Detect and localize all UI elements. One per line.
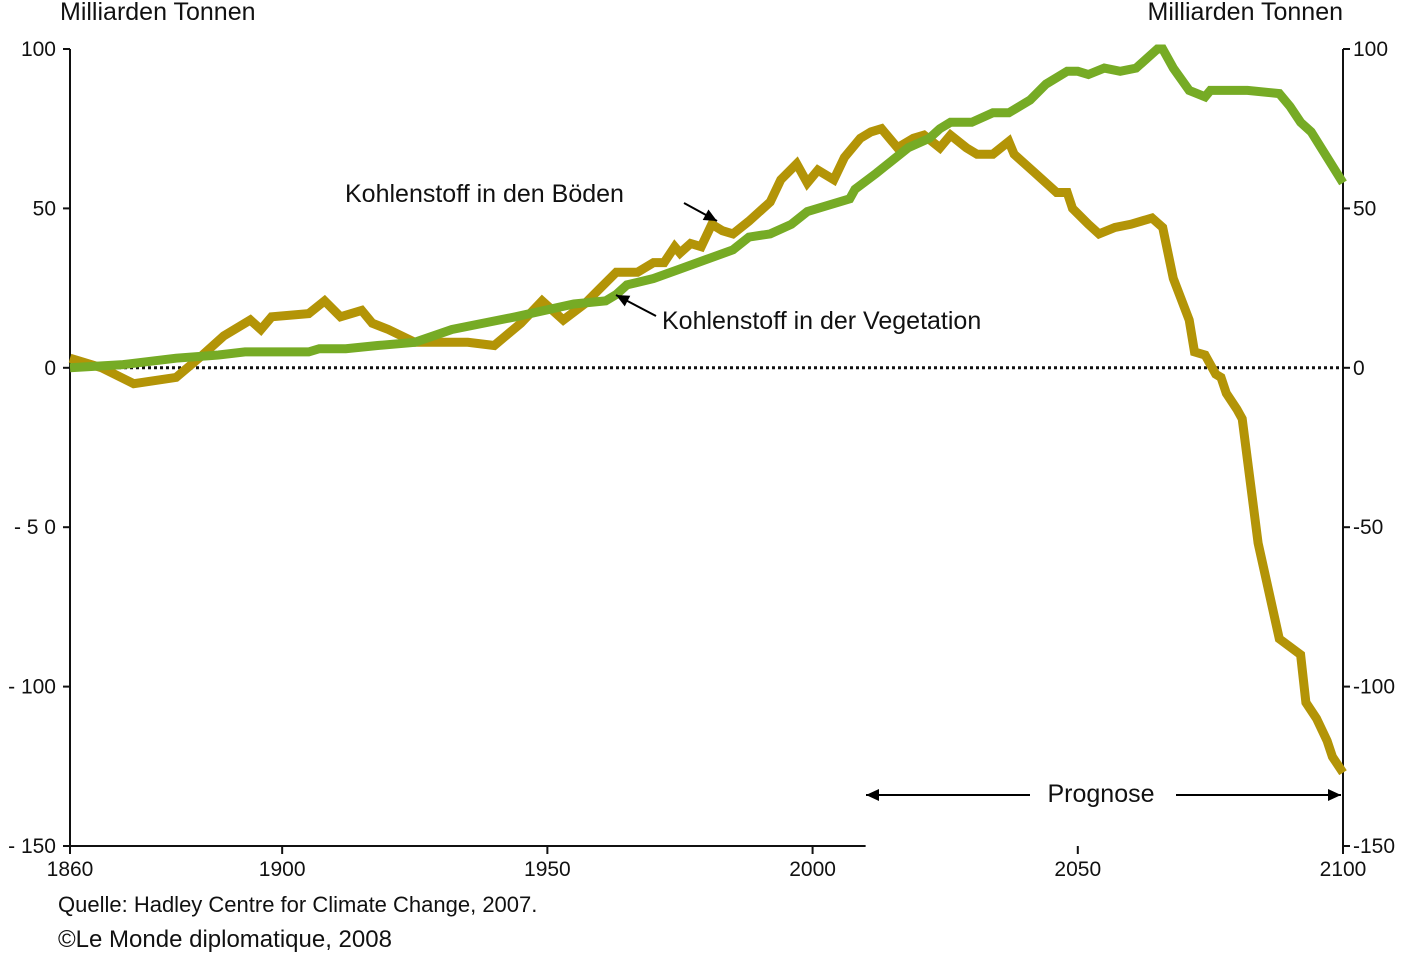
source-note: Quelle: Hadley Centre for Climate Change…	[58, 892, 538, 917]
x-tick-label: 2000	[789, 858, 836, 881]
forecast-arrow-right-head	[1328, 789, 1341, 801]
annotations: Kohlenstoff in den Böden Kohlenstoff in …	[345, 180, 1341, 812]
x-tick-label: 1900	[259, 858, 306, 881]
copyright-note: ©Le Monde diplomatique, 2008	[58, 926, 392, 953]
soil-series-label: Kohlenstoff in den Böden	[345, 180, 624, 208]
soil-pointer-arrow-head	[702, 209, 717, 221]
y-axis-unit-left: Milliarden Tonnen	[60, 0, 256, 26]
vegetation-series-label: Kohlenstoff in der Vegetation	[662, 307, 981, 335]
axes: 100 100 50 50 0 0 - 5 0 -50 - 100 -100 - 150 -150 18…	[8, 38, 1395, 881]
x-tick-label: 1860	[47, 858, 94, 881]
y-tick-label-right: 100	[1353, 38, 1388, 61]
y-tick-label-left: 100	[21, 38, 56, 61]
y-tick-label-right: -50	[1353, 516, 1383, 539]
soil-series-line	[68, 123, 1347, 776]
series-lines	[68, 44, 1347, 776]
y-tick-label-left: - 150	[8, 835, 56, 858]
forecast-label: Prognose	[1047, 780, 1154, 808]
y-tick-label-right: 50	[1353, 197, 1376, 220]
x-tick-label: 2050	[1054, 858, 1101, 881]
vegetation-pointer-arrow-head	[616, 295, 631, 307]
x-tick-label: 1950	[524, 858, 571, 881]
y-tick-label-left: 0	[44, 357, 56, 380]
y-tick-label-left: - 5 0	[14, 516, 56, 539]
forecast-arrow-left-head	[866, 789, 879, 801]
y-tick-label-right: 0	[1353, 357, 1365, 380]
y-axis-unit-right: Milliarden Tonnen	[1147, 0, 1344, 26]
x-tick-label: 2100	[1320, 858, 1367, 881]
vegetation-series-line	[69, 44, 1347, 373]
forecast-label-background	[1034, 778, 1168, 812]
y-tick-label-right: -150	[1353, 835, 1395, 858]
y-tick-label-left: 50	[33, 197, 56, 220]
y-tick-label-left: - 100	[8, 676, 56, 699]
y-tick-label-right: -100	[1353, 676, 1395, 699]
